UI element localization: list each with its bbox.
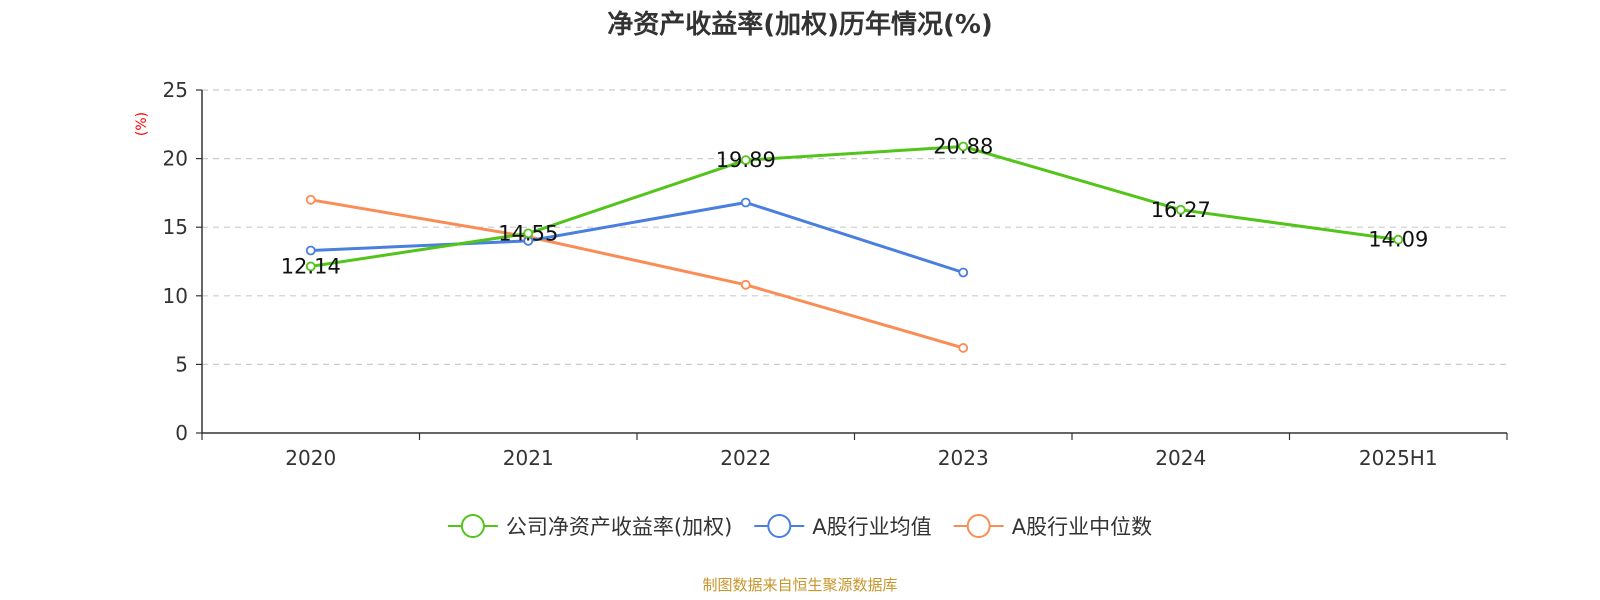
y-tick-label: 10	[163, 284, 188, 308]
data-label: 19.89	[716, 148, 776, 172]
legend-label: 公司净资产收益率(加权)	[506, 515, 732, 539]
x-tick-label: 2024	[1155, 446, 1206, 470]
x-tick-label: 2025H1	[1359, 446, 1438, 470]
data-point[interactable]	[305, 194, 316, 205]
legend-item-1[interactable]: A股行业均值	[754, 514, 932, 539]
y-tick-label: 25	[163, 78, 188, 102]
data-point[interactable]	[1175, 204, 1186, 215]
y-axis-unit-label: (%)	[134, 112, 150, 136]
data-point[interactable]	[305, 245, 316, 256]
legend-marker	[460, 514, 485, 538]
legend-item-0[interactable]: 公司净资产收益率(加权)	[447, 514, 732, 539]
data-point[interactable]	[305, 261, 316, 272]
data-point[interactable]	[740, 279, 751, 290]
x-tick-label: 2021	[503, 446, 554, 470]
legend-label: A股行业均值	[812, 515, 931, 539]
axes	[201, 90, 1507, 434]
data-label: 12.14	[281, 254, 341, 278]
data-point[interactable]	[740, 155, 751, 166]
x-axis-ticks: 2020 2021 2022 2023 2024 2025H1	[201, 433, 1508, 470]
data-point[interactable]	[958, 343, 969, 353]
series-1	[305, 197, 969, 278]
data-label: 14.55	[498, 221, 558, 245]
y-tick-label: 15	[163, 215, 188, 239]
y-axis-ticks: 0 5 10 15 20 25	[163, 78, 202, 445]
y-tick-label: 0	[175, 421, 188, 445]
data-labels: 12.14 14.55 19.89 20.88 16.27 14.09	[281, 135, 1429, 279]
data-point[interactable]	[958, 141, 969, 152]
legend-marker	[767, 514, 792, 538]
legend-item-2[interactable]: A股行业中位数	[953, 514, 1152, 539]
legend[interactable]: 公司净资产收益率(加权) A股行业均值 A股行业中位数	[447, 514, 1152, 539]
y-tick-label: 5	[175, 352, 188, 376]
data-point[interactable]	[958, 267, 969, 278]
data-label: 16.27	[1151, 198, 1211, 222]
data-source-note: 制图数据来自恒生聚源数据库	[702, 576, 897, 594]
series-0	[305, 141, 1404, 272]
x-tick-label: 2020	[285, 446, 336, 470]
y-tick-label: 20	[163, 147, 188, 171]
data-point[interactable]	[740, 197, 751, 208]
series-lines	[305, 141, 1404, 353]
x-tick-label: 2022	[720, 446, 771, 470]
data-point[interactable]	[1393, 234, 1404, 245]
legend-marker	[966, 514, 991, 538]
series-2	[305, 194, 969, 353]
x-tick-label: 2023	[938, 446, 989, 470]
data-label: 14.09	[1368, 228, 1428, 252]
data-label: 20.88	[933, 135, 993, 159]
chart-title: 净资产收益率(加权)历年情况(%)	[607, 9, 993, 40]
grid-lines	[202, 89, 1507, 365]
series-line	[310, 198, 964, 350]
legend-label: A股行业中位数	[1012, 515, 1152, 539]
series-line	[310, 201, 964, 274]
data-point[interactable]	[523, 228, 534, 239]
series-line	[310, 145, 1399, 268]
